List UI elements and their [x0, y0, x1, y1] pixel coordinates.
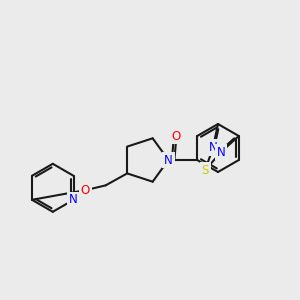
Text: N: N	[164, 154, 173, 166]
Text: O: O	[80, 184, 90, 197]
Text: O: O	[172, 130, 181, 142]
Text: S: S	[202, 164, 209, 177]
Text: N: N	[217, 146, 225, 159]
Text: N: N	[69, 193, 78, 206]
Text: N: N	[208, 141, 217, 154]
